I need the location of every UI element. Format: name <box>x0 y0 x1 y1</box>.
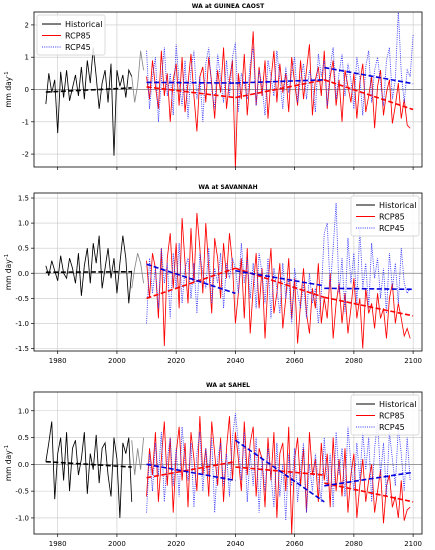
y-tick-label: -0.5 <box>15 295 29 303</box>
axes-frame <box>33 391 423 535</box>
x-tick-label: 2060 <box>286 357 304 365</box>
y-axis-label: mm day-1 <box>4 254 13 290</box>
trend-line <box>324 79 414 111</box>
x-tick-label: 2020 <box>167 357 185 365</box>
series-line-rcp45 <box>146 12 414 122</box>
series-line-rcp45 <box>146 413 411 521</box>
series-line-rcp85 <box>146 416 411 534</box>
trend-line <box>146 460 236 479</box>
chart-panel: WA at SAHEL -1.0 -0.5 0.0 0.5 1.0 1980 2000 2020… <box>4 382 423 548</box>
series-line-historical <box>45 421 133 518</box>
series-line-transition <box>131 253 145 289</box>
plot-area <box>45 12 414 167</box>
y-axis-label-text: mm day <box>4 76 13 107</box>
x-tick-label: 2080 <box>345 540 363 548</box>
series-line-rcp45 <box>146 203 411 324</box>
series-line-transition <box>131 437 145 476</box>
y-tick-label: -2 <box>22 151 29 159</box>
x-tick-label: 2040 <box>226 540 244 548</box>
legend: Historical RCP85 RCP45 <box>350 195 420 237</box>
legend-box <box>350 195 420 237</box>
y-axis-label-text: mm day <box>4 450 13 481</box>
legend-label: RCP85 <box>379 213 405 222</box>
plot-area <box>45 203 414 349</box>
trend-line <box>235 79 325 99</box>
y-axis-label-exponent: -1 <box>4 254 10 259</box>
x-tick-label: 2020 <box>167 540 185 548</box>
trend-line <box>146 267 236 300</box>
trend-line <box>324 287 414 291</box>
chart-title: WA at SAVANNAH <box>198 184 257 191</box>
y-tick-label: 2 <box>25 21 29 29</box>
y-tick-label: 0.5 <box>18 434 29 442</box>
y-tick-label: 0 <box>25 86 29 94</box>
x-tick-label: 1980 <box>49 357 67 365</box>
y-tick-label: 1.5 <box>18 195 29 203</box>
legend-label: Historical <box>65 20 102 29</box>
trend-line <box>324 66 414 85</box>
trend-line <box>146 463 236 482</box>
legend-label: RCP85 <box>379 412 405 421</box>
series-line-rcp85 <box>146 31 411 167</box>
x-tick-label: 1980 <box>49 540 67 548</box>
plot-area <box>45 413 414 534</box>
trend-line <box>235 269 325 287</box>
y-tick-label: 1.0 <box>18 220 29 228</box>
trend-line <box>324 482 414 503</box>
y-tick-label: -1.0 <box>15 320 29 328</box>
legend-box <box>36 14 106 56</box>
x-tick-label: 2100 <box>404 357 422 365</box>
trend-line <box>45 460 132 468</box>
y-axis-label-exponent: -1 <box>4 71 10 76</box>
axes-frame <box>33 192 423 352</box>
legend-label: RCP45 <box>379 224 405 233</box>
chart-title: WA at GUINEA CAOST <box>192 3 265 10</box>
trend-line <box>324 296 414 317</box>
y-tick-label: 1 <box>25 54 29 62</box>
y-tick-label: 0.5 <box>18 245 29 253</box>
legend-label: RCP85 <box>65 32 91 41</box>
trend-line <box>45 87 132 93</box>
chart-title: WA at SAHEL <box>206 382 250 389</box>
y-tick-label: -0.5 <box>15 488 29 496</box>
legend-label: RCP45 <box>379 423 405 432</box>
legend: Historical RCP85 RCP45 <box>36 14 106 56</box>
y-tick-label: -1 <box>22 118 29 126</box>
x-tick-label: 2000 <box>108 357 126 365</box>
y-tick-label: 0.0 <box>18 461 29 469</box>
y-axis-label-text: mm day <box>4 259 13 290</box>
axes-frame <box>33 11 423 168</box>
legend-label: RCP45 <box>65 43 91 52</box>
x-tick-label: 2100 <box>404 540 422 548</box>
trend-line <box>234 439 325 503</box>
y-axis-label: mm day-1 <box>4 71 13 107</box>
y-tick-label: -1.0 <box>15 514 29 522</box>
y-axis-label: mm day-1 <box>4 445 13 481</box>
trend-line <box>235 267 325 299</box>
y-axis-label-exponent: -1 <box>4 445 10 450</box>
y-tick-label: 1.0 <box>18 407 29 415</box>
trend-line <box>146 263 236 295</box>
x-tick-label: 2040 <box>226 357 244 365</box>
legend-label: Historical <box>379 400 416 409</box>
series-line-historical <box>45 235 133 304</box>
series-line-rcp85 <box>146 213 411 349</box>
chart-panel: WA at SAVANNAH -1.5 -1.0 -0.5 0.0 0.5 1.0 1.5 19… <box>4 184 423 365</box>
series-line-historical <box>45 47 133 156</box>
trend-line <box>45 270 132 274</box>
legend-label: Historical <box>379 201 416 210</box>
legend: Historical RCP85 RCP45 <box>350 394 420 436</box>
x-tick-label: 2000 <box>108 540 126 548</box>
legend-box <box>350 394 420 436</box>
series-line-transition <box>131 50 145 103</box>
y-tick-label: 0.0 <box>18 270 29 278</box>
x-tick-label: 2060 <box>286 540 304 548</box>
y-tick-label: -1.5 <box>15 345 29 353</box>
x-tick-label: 2080 <box>345 357 363 365</box>
